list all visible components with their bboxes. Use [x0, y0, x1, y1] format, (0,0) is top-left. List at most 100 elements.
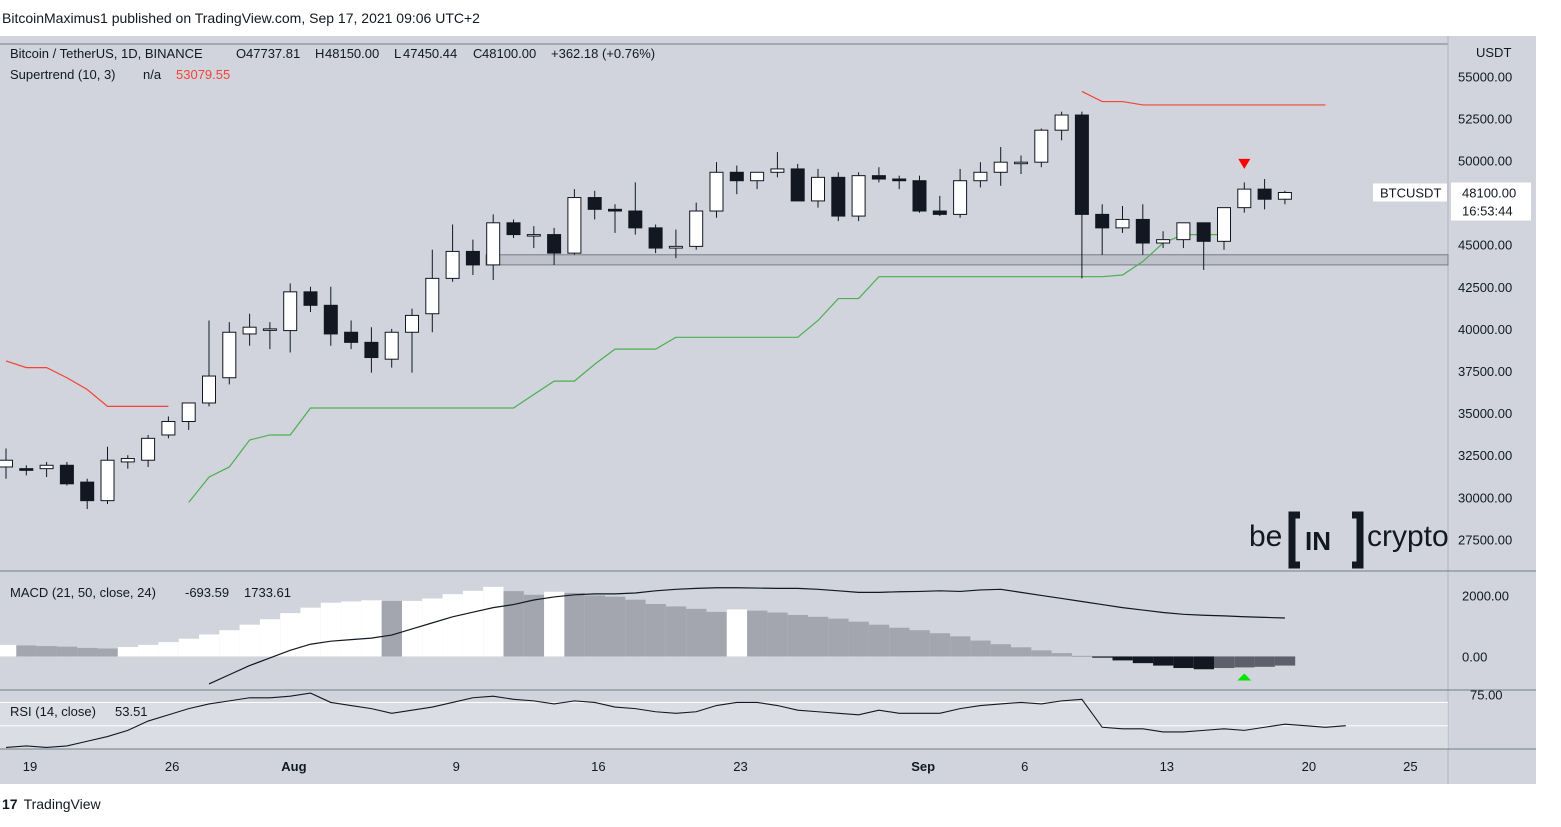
countdown-label: 16:53:44 [1462, 203, 1513, 218]
candle [465, 239, 480, 276]
candle [1196, 222, 1211, 270]
candle-body-up [425, 277, 440, 315]
macd-histogram-bar [320, 602, 342, 657]
candle [912, 175, 927, 213]
macd-histogram-bar [848, 621, 869, 657]
macd-histogram-bar [665, 606, 687, 657]
candle [59, 461, 74, 486]
macd-pane[interactable]: 2000.00 0.00 [0, 570, 1536, 685]
time-axis-tick: 6 [1021, 759, 1028, 774]
candle-body-up [445, 250, 460, 279]
macd-histogram-bar [726, 609, 748, 657]
candle [608, 204, 622, 233]
candle-body-down [628, 210, 643, 229]
candle-body-up [668, 245, 683, 249]
watermark-be: be [1249, 520, 1282, 553]
macd-histogram-bar [280, 613, 301, 657]
time-axis-tick: 9 [453, 759, 460, 774]
candle [668, 229, 683, 259]
candle-body-up [405, 314, 419, 333]
macd-histogram-bar [483, 586, 504, 657]
candle-body-up [222, 331, 237, 379]
chart-area[interactable]: 55000.0052500.0050000.0047500.0045000.00… [0, 36, 1561, 786]
price-pane[interactable]: 55000.0052500.0050000.0047500.0045000.00… [0, 36, 1531, 784]
macd-histogram-bar [523, 594, 545, 657]
macd-histogram-bar [239, 624, 260, 657]
candle-body-up [384, 331, 399, 360]
candle [547, 227, 562, 265]
candle [790, 163, 805, 202]
candle [1156, 231, 1171, 249]
candle-body-down [59, 464, 74, 485]
price-axis-tick: 35000.00 [1458, 406, 1512, 421]
price-axis-tick: 40000.00 [1458, 322, 1512, 337]
candle-body-up [242, 326, 257, 335]
ohlc-open-label: O [236, 46, 246, 61]
bic-watermark: be IN crypto [1249, 511, 1449, 569]
candle-body-down [871, 175, 886, 180]
ohlc-open: 47737.81 [246, 46, 300, 61]
rsi-pane[interactable]: 75.00 [0, 688, 1536, 749]
candle-body-down [587, 197, 602, 210]
macd-histogram-bar [381, 600, 402, 657]
candle [100, 446, 115, 505]
candle [648, 224, 663, 254]
candle-body-up [851, 175, 866, 217]
candle [770, 152, 785, 178]
macd-histogram-bar [889, 627, 910, 657]
candle [19, 465, 34, 476]
candle-body-up [709, 171, 724, 212]
macd-histogram-bar [1031, 650, 1052, 657]
candle-body-down [465, 250, 480, 266]
macd-histogram-bar [1254, 656, 1275, 667]
macd-histogram-bar [442, 594, 463, 657]
legend-macd: MACD (21, 50, close, 24) -693.59 1733.61 [10, 585, 291, 600]
price-axis-tick: 50000.00 [1458, 154, 1512, 169]
tradingview-brand-text: TradingView [23, 796, 101, 812]
time-axis-tick: 23 [733, 759, 747, 774]
macd-histogram-bar [422, 598, 443, 657]
candle [242, 313, 257, 346]
candle-body-up [526, 234, 541, 237]
candle-body-up [486, 222, 501, 266]
candle-body-down [1257, 188, 1272, 200]
candle-body-up [262, 328, 277, 331]
candle-body-up [283, 291, 298, 332]
candle-body-down [1095, 213, 1110, 229]
macd-histogram-bar [868, 624, 890, 657]
time-axis-tick: 25 [1403, 759, 1417, 774]
candle-body-down [1074, 114, 1089, 215]
time-axis[interactable]: 19 26 Aug 9 16 23 Sep 6 13 20 25 [0, 748, 1536, 774]
macd-histogram-bar [178, 638, 199, 657]
supertrend-down-line-2 [1081, 90, 1326, 106]
time-axis-tick: 19 [23, 759, 37, 774]
macd-histogram-bar [1051, 653, 1072, 657]
candle [506, 219, 521, 238]
macd-histogram-bar [341, 601, 362, 657]
macd-line [208, 587, 1285, 685]
candle [202, 320, 216, 407]
macd-histogram-bar [706, 611, 727, 657]
macd-histogram-bar [503, 591, 524, 657]
ohlc-high: 48150.00 [325, 46, 379, 61]
candle-body-up [973, 171, 988, 182]
candle-body-up [0, 459, 13, 468]
tradingview-brand[interactable]: 17 TradingView [2, 796, 101, 812]
supertrend-up-line [188, 233, 1224, 503]
ohlc-change: +362.18 (+0.76%) [551, 46, 655, 61]
time-axis-tick: 20 [1302, 759, 1316, 774]
candle [871, 167, 886, 183]
price-axis-tick: 27500.00 [1458, 532, 1512, 547]
candle-body-up [567, 197, 582, 254]
candle-body-down [729, 171, 744, 182]
support-zone [485, 254, 1449, 266]
price-axis-tick: 32500.00 [1458, 448, 1512, 463]
candle-body-down [344, 331, 359, 343]
candle [445, 224, 460, 282]
candle-body-down [892, 178, 907, 182]
rsi-value: 53.51 [115, 704, 148, 719]
time-axis-tick: Aug [281, 759, 306, 774]
macd-histogram-bar [1011, 647, 1032, 657]
macd-title: MACD (21, 50, close, 24) [10, 585, 156, 600]
supertrend-na: n/a [143, 67, 162, 82]
